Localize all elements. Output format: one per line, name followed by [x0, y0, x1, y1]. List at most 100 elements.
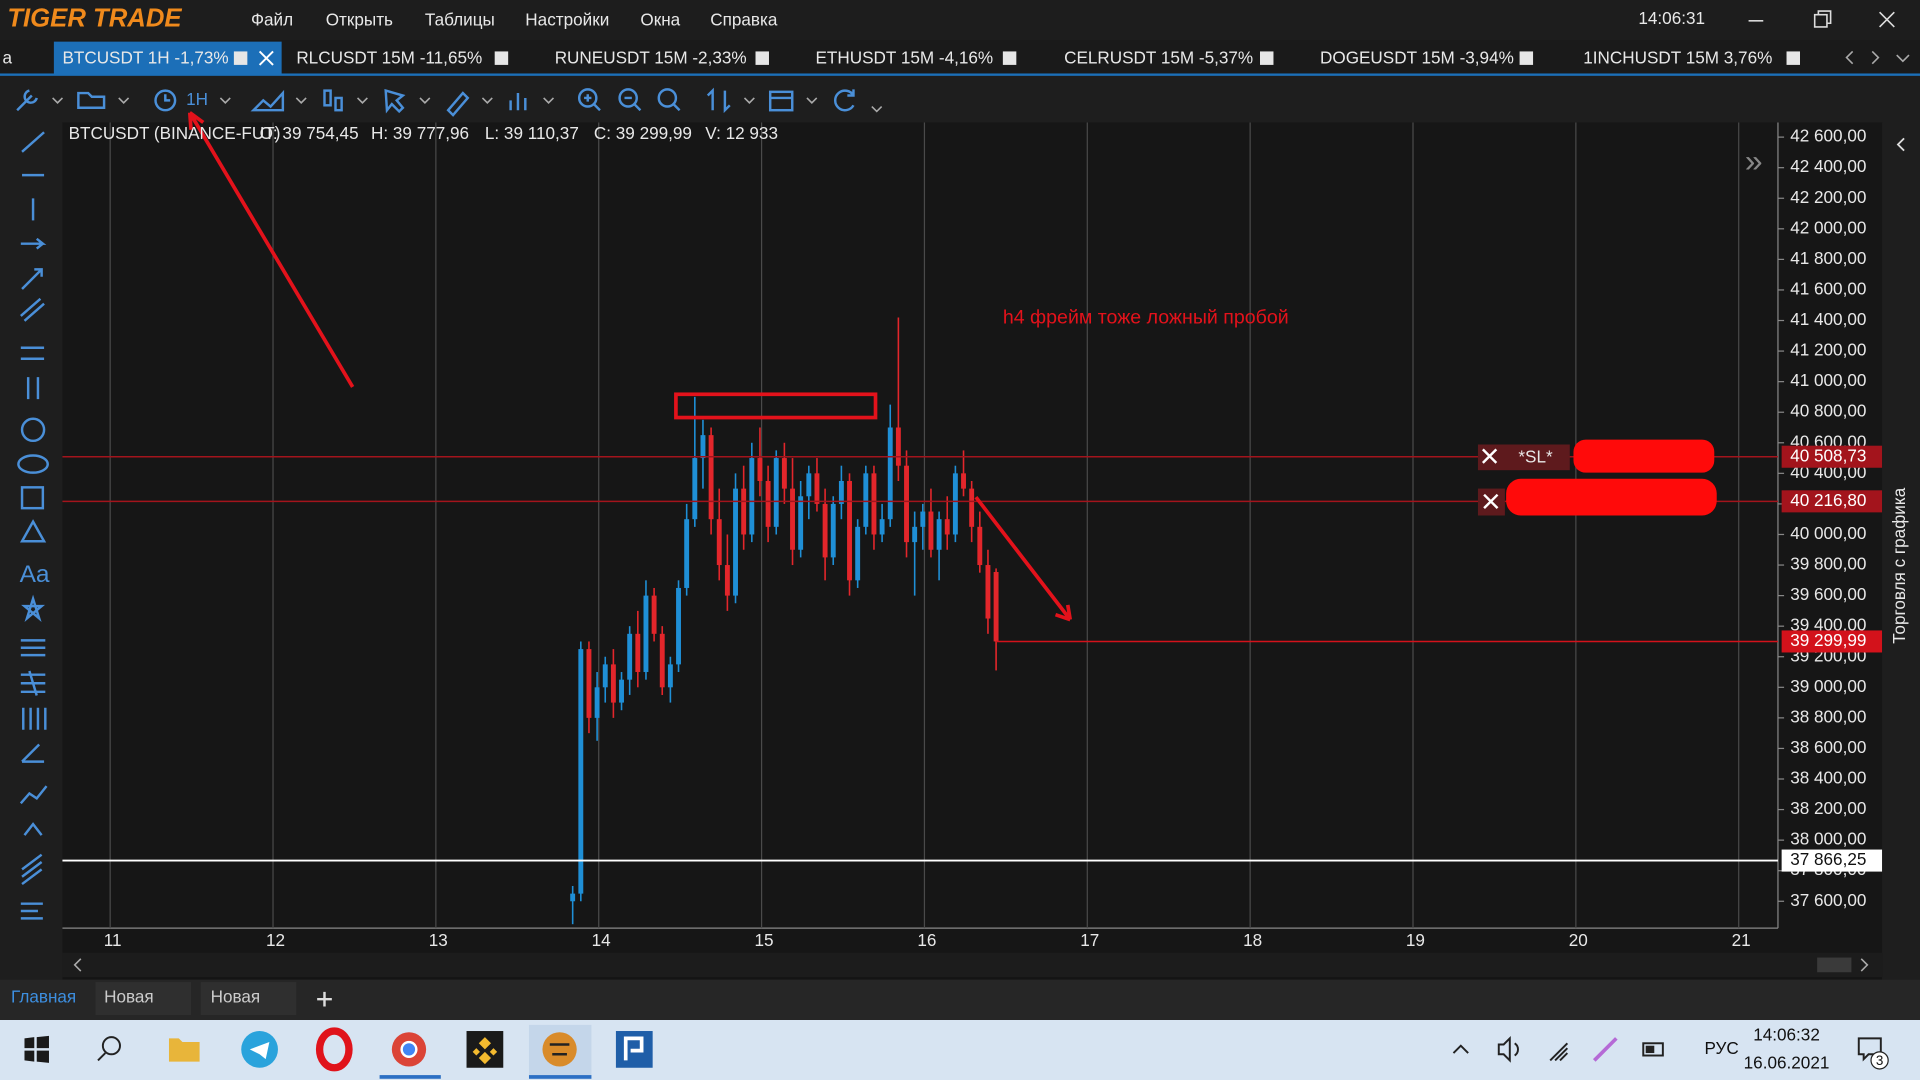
tab[interactable]: BTCUSDT 1H -1,73%	[62, 47, 228, 67]
candle-body	[724, 565, 730, 596]
tab[interactable]: a	[2, 47, 12, 67]
workspace-tab-label[interactable]: Новая	[211, 986, 261, 1006]
price-label-bg	[1781, 445, 1883, 468]
candle-body	[708, 435, 714, 520]
order-tag[interactable]: *SL*	[1518, 446, 1553, 466]
tab[interactable]: CELRUSDT 15M -5,37%	[1064, 47, 1253, 67]
tab[interactable]: 1INCHUSDT 15M 3,76%	[1583, 47, 1772, 67]
ohlc-info: L: 39 110,37	[485, 123, 579, 143]
workspace-tab[interactable]	[95, 982, 192, 1016]
y-tick-label: 38 200,00	[1790, 798, 1866, 818]
y-tick-label: 39 000,00	[1790, 676, 1866, 696]
notification-count[interactable]: 3	[1876, 1053, 1883, 1068]
y-tick-label: 40 800,00	[1790, 401, 1866, 421]
taskbar-icons[interactable]	[24, 1024, 1889, 1079]
candle-body	[969, 488, 975, 527]
y-tick-label: 42 600,00	[1790, 126, 1866, 146]
candle-body	[904, 465, 909, 543]
y-tick-label: 39 800,00	[1790, 554, 1866, 574]
pointer-arrow	[187, 111, 355, 388]
price-label-bg	[1781, 630, 1883, 653]
candle-body	[659, 633, 665, 688]
candle-body	[936, 519, 942, 550]
date-axis	[62, 928, 1778, 953]
candle-body	[602, 664, 608, 688]
add-workspace[interactable]	[317, 991, 332, 1007]
text-tool[interactable]: Aa	[20, 561, 50, 588]
y-tick-label: 42 200,00	[1790, 187, 1866, 207]
menu-item[interactable]: Таблицы	[425, 9, 495, 29]
tray-time[interactable]: 14:06:32	[1753, 1024, 1820, 1044]
ohlc-info: C: 39 299,99	[594, 123, 692, 143]
x-tick-label: 20	[1569, 930, 1588, 950]
workspace-tab[interactable]	[200, 982, 297, 1016]
candle-body	[985, 565, 991, 619]
tab-close[interactable]	[258, 50, 274, 66]
price-axis	[1777, 122, 1883, 953]
y-tick-label: 42 400,00	[1790, 156, 1866, 176]
ohlc-info: V: 12 933	[705, 123, 778, 143]
y-tick-label: 38 800,00	[1790, 706, 1866, 726]
candle-body	[765, 480, 771, 527]
tab-color	[1786, 51, 1800, 65]
scroll-arrows[interactable]	[73, 958, 1869, 972]
tab-scroll[interactable]	[1845, 50, 1910, 65]
menu-item[interactable]: Настройки	[525, 9, 609, 29]
candle-body	[961, 473, 966, 489]
menu-item[interactable]: Справка	[710, 9, 778, 29]
candle-body	[586, 649, 592, 718]
y-tick-label: 38 400,00	[1790, 768, 1866, 788]
scrollbar[interactable]	[62, 952, 1883, 978]
tab[interactable]: ETHUSDT 15M -4,16%	[816, 47, 994, 67]
collapse[interactable]	[1896, 137, 1905, 152]
workspace-tabs: Главная Новая Новая	[11, 986, 260, 1006]
price-label: 39 299,99	[1790, 630, 1866, 650]
candle-body	[863, 473, 869, 527]
scroll-thumb[interactable]	[1817, 957, 1852, 973]
candle-body	[781, 458, 787, 489]
candle-body	[838, 480, 844, 504]
y-tick-label: 42 000,00	[1790, 217, 1866, 237]
x-tick-label: 11	[104, 930, 122, 950]
y-tick-label: 41 200,00	[1790, 340, 1866, 360]
price-label-bg	[1781, 490, 1883, 513]
tab[interactable]: DOGEUSDT 15M -3,94%	[1320, 47, 1514, 67]
trend-arrow	[974, 496, 1073, 622]
price-label: 37 866,25	[1790, 849, 1866, 869]
candle-body	[627, 633, 633, 680]
workspace-tab-label[interactable]: Новая	[104, 986, 154, 1006]
window-controls[interactable]	[1748, 10, 1895, 28]
x-tick-label: 12	[266, 930, 285, 950]
candle-body	[610, 664, 616, 703]
candle-body	[871, 473, 877, 535]
side-label[interactable]: Торговля с графика	[1889, 487, 1909, 643]
candle-body	[733, 488, 738, 596]
candle-body	[749, 458, 755, 535]
plot-area	[62, 122, 1778, 929]
order-sl[interactable]	[1477, 439, 1717, 516]
interval[interactable]: 1H	[186, 89, 208, 109]
candle-body	[895, 427, 901, 466]
tray-date[interactable]: 16.06.2021	[1744, 1053, 1830, 1073]
candle-body	[741, 488, 747, 535]
tab[interactable]: RUNEUSDT 15M -2,33%	[555, 47, 747, 67]
menu-item[interactable]: Открыть	[326, 9, 393, 29]
side-panel	[1882, 122, 1920, 980]
candle-body	[879, 519, 885, 535]
expand[interactable]: »	[1745, 142, 1763, 178]
input-language[interactable]: РУС	[1704, 1038, 1738, 1058]
workspace-tab-label[interactable]: Главная	[11, 986, 76, 1006]
candle-body	[814, 473, 820, 504]
candle-body	[798, 496, 804, 550]
menu-item[interactable]: Окна	[640, 9, 680, 29]
menu-item[interactable]: Файл	[251, 9, 293, 29]
x-tick-label: 15	[755, 930, 774, 950]
candle-body	[692, 458, 698, 520]
candle-body	[920, 511, 926, 527]
toolbar-icons[interactable]	[16, 87, 883, 117]
tool-icons[interactable]	[17, 131, 49, 920]
tab[interactable]: RLCUSDT 15M -11,65%	[296, 47, 482, 67]
